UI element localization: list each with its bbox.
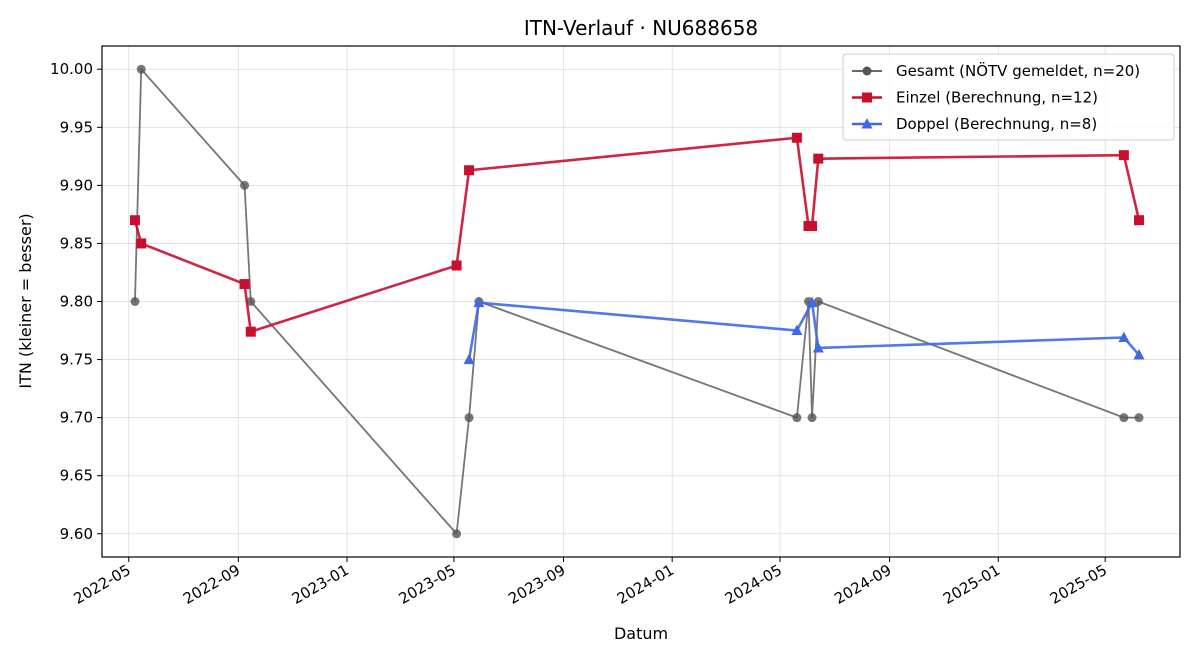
chart-title: ITN-Verlauf · NU688658 [524, 16, 758, 40]
x-tick-label: 2023-01 [289, 561, 352, 608]
data-point [1118, 150, 1129, 161]
x-tick-label: 2024-05 [722, 561, 785, 608]
data-point [1134, 413, 1144, 423]
data-point [792, 413, 802, 423]
series-layer [129, 64, 1145, 539]
data-point [791, 324, 803, 336]
series-triangle [463, 296, 1145, 365]
y-tick-label: 9.95 [60, 118, 93, 136]
data-point [136, 64, 146, 74]
legend-box [842, 53, 1175, 141]
data-point [813, 153, 824, 164]
y-tick-label: 9.85 [60, 234, 93, 252]
data-point [239, 279, 250, 290]
data-point [807, 413, 817, 423]
data-point [451, 260, 462, 271]
legend: Gesamt (NÖTV gemeldet, n=20) Einzel (Bere… [842, 53, 1175, 141]
data-point [813, 297, 823, 306]
data-point [246, 297, 256, 306]
data-point [1118, 331, 1130, 343]
series-square [129, 132, 1145, 337]
data-point [240, 180, 250, 190]
x-axis: 2022-05 2022-09 2023-01 2023-05 2023-09 2024-… [70, 557, 1110, 608]
data-point [806, 296, 818, 308]
data-point [129, 215, 140, 226]
x-tick-label: 2023-05 [396, 561, 459, 608]
data-point [464, 413, 474, 423]
data-point [136, 238, 147, 249]
y-axis-label: ITN (kleiner = besser) [16, 213, 35, 388]
y-tick-label: 9.80 [60, 293, 93, 311]
y-tick-label: 9.70 [60, 409, 93, 427]
x-tick-label: 2025-05 [1047, 561, 1110, 608]
data-point [464, 165, 475, 176]
y-tick-label: 9.90 [60, 176, 93, 194]
data-point [452, 529, 462, 539]
x-axis-label: Datum [614, 624, 668, 643]
series-line [133, 136, 1141, 333]
legend-label: Doppel (Berechnung, n=8) [896, 115, 1097, 133]
data-point [463, 353, 475, 365]
x-tick-label: 2024-01 [614, 561, 677, 608]
x-tick-label: 2023-09 [505, 561, 568, 608]
y-tick-label: 10.00 [50, 60, 93, 78]
grid-lines [102, 46, 1180, 557]
data-point [791, 132, 802, 143]
legend-label: Einzel (Berechnung, n=12) [896, 89, 1098, 107]
data-point [812, 341, 824, 353]
data-point [473, 296, 485, 308]
y-tick-label: 9.75 [60, 351, 93, 369]
x-tick-label: 2024-09 [831, 561, 894, 608]
data-point [1119, 413, 1129, 423]
x-tick-label: 2022-09 [180, 561, 243, 608]
data-point [807, 221, 818, 232]
legend-swatch-marker [862, 66, 872, 76]
legend-swatch-marker [861, 118, 873, 129]
y-axis: 9.60 9.65 9.70 9.75 9.80 9.85 9.90 9.95 10.00 [50, 60, 102, 543]
y-tick-label: 9.65 [60, 467, 93, 485]
legend-swatch-marker [862, 92, 872, 103]
data-point [1134, 215, 1145, 226]
x-tick-label: 2022-05 [70, 561, 133, 608]
x-tick-label: 2025-01 [940, 561, 1003, 608]
data-point [130, 297, 140, 306]
data-point [245, 326, 256, 337]
y-tick-label: 9.60 [60, 525, 93, 543]
data-point [1133, 348, 1145, 360]
legend-label: Gesamt (NÖTV gemeldet, n=20) [896, 61, 1140, 80]
